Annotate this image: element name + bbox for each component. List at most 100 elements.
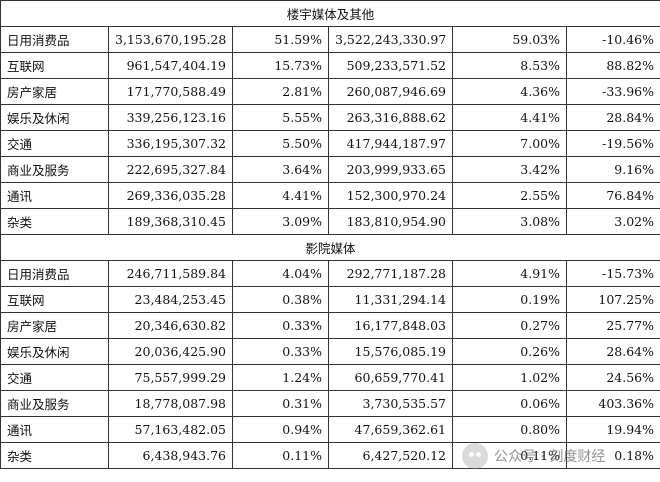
change-cell: 3.02% bbox=[565, 208, 660, 235]
amount-prior-cell: 15,576,085.19 bbox=[328, 338, 453, 365]
category-cell: 通讯 bbox=[0, 182, 109, 209]
share-current-cell: 0.11% bbox=[232, 442, 329, 469]
category-cell: 日用消费品 bbox=[0, 260, 109, 287]
share-current-cell: 4.04% bbox=[232, 260, 329, 287]
share-prior-cell: 3.42% bbox=[452, 156, 567, 183]
amount-prior-cell: 203,999,933.65 bbox=[328, 156, 453, 183]
table-row: 杂类 189,368,310.45 3.09% 183,810,954.90 3.08%… bbox=[0, 208, 660, 235]
share-prior-cell: 0.19% bbox=[452, 286, 567, 313]
section-title: 影院媒体 bbox=[0, 234, 660, 261]
amount-prior-cell: 509,233,571.52 bbox=[328, 52, 453, 79]
table-row: 交通 336,195,307.32 5.50% 417,944,187.97 7.00%… bbox=[0, 130, 660, 157]
amount-current-cell: 246,711,589.84 bbox=[108, 260, 233, 287]
change-cell: 107.25% bbox=[565, 286, 660, 313]
share-current-cell: 5.50% bbox=[232, 130, 329, 157]
section-header-row: 影院媒体 bbox=[0, 234, 660, 261]
category-cell: 商业及服务 bbox=[0, 390, 109, 417]
category-cell: 交通 bbox=[0, 130, 109, 157]
share-prior-cell: 0.80% bbox=[452, 416, 567, 443]
share-current-cell: 5.55% bbox=[232, 104, 329, 131]
table-row: 日用消费品 246,711,589.84 4.04% 292,771,187.28 4.… bbox=[0, 260, 660, 287]
change-cell: 88.82% bbox=[565, 52, 660, 79]
share-prior-cell: 8.53% bbox=[452, 52, 567, 79]
category-cell: 娱乐及休闲 bbox=[0, 338, 109, 365]
change-cell: 403.36% bbox=[565, 390, 660, 417]
share-prior-cell: 0.06% bbox=[452, 390, 567, 417]
change-cell: 28.64% bbox=[565, 338, 660, 365]
share-current-cell: 2.81% bbox=[232, 78, 329, 105]
table-row: 通讯 269,336,035.28 4.41% 152,300,970.24 2.55%… bbox=[0, 182, 660, 209]
share-current-cell: 0.38% bbox=[232, 286, 329, 313]
change-cell: 19.94% bbox=[565, 416, 660, 443]
table-row: 通讯 57,163,482.05 0.94% 47,659,362.61 0.80% 19… bbox=[0, 416, 660, 443]
amount-prior-cell: 47,659,362.61 bbox=[328, 416, 453, 443]
share-current-cell: 15.73% bbox=[232, 52, 329, 79]
section-header-row: 楼宇媒体及其他 bbox=[0, 0, 660, 27]
amount-prior-cell: 292,771,187.28 bbox=[328, 260, 453, 287]
change-cell: 0.18% bbox=[565, 442, 660, 469]
category-cell: 日用消费品 bbox=[0, 26, 109, 53]
change-cell: -15.73% bbox=[565, 260, 660, 287]
share-prior-cell: 3.08% bbox=[452, 208, 567, 235]
share-prior-cell: 1.02% bbox=[452, 364, 567, 391]
amount-prior-cell: 417,944,187.97 bbox=[328, 130, 453, 157]
amount-prior-cell: 263,316,888.62 bbox=[328, 104, 453, 131]
share-current-cell: 4.41% bbox=[232, 182, 329, 209]
change-cell: 9.16% bbox=[565, 156, 660, 183]
category-cell: 商业及服务 bbox=[0, 156, 109, 183]
amount-current-cell: 3,153,670,195.28 bbox=[108, 26, 233, 53]
category-cell: 杂类 bbox=[0, 208, 109, 235]
category-cell: 互联网 bbox=[0, 52, 109, 79]
amount-prior-cell: 152,300,970.24 bbox=[328, 182, 453, 209]
change-cell: 24.56% bbox=[565, 364, 660, 391]
table-row: 娱乐及休闲 339,256,123.16 5.55% 263,316,888.62 4.… bbox=[0, 104, 660, 131]
amount-current-cell: 269,336,035.28 bbox=[108, 182, 233, 209]
change-cell: 28.84% bbox=[565, 104, 660, 131]
amount-current-cell: 222,695,327.84 bbox=[108, 156, 233, 183]
share-current-cell: 0.31% bbox=[232, 390, 329, 417]
amount-current-cell: 20,346,630.82 bbox=[108, 312, 233, 339]
category-cell: 娱乐及休闲 bbox=[0, 104, 109, 131]
category-cell: 交通 bbox=[0, 364, 109, 391]
table-row: 商业及服务 222,695,327.84 3.64% 203,999,933.65 3.… bbox=[0, 156, 660, 183]
amount-current-cell: 57,163,482.05 bbox=[108, 416, 233, 443]
category-cell: 杂类 bbox=[0, 442, 109, 469]
amount-prior-cell: 183,810,954.90 bbox=[328, 208, 453, 235]
amount-current-cell: 171,770,588.49 bbox=[108, 78, 233, 105]
amount-prior-cell: 260,087,946.69 bbox=[328, 78, 453, 105]
share-current-cell: 51.59% bbox=[232, 26, 329, 53]
amount-prior-cell: 3,730,535.57 bbox=[328, 390, 453, 417]
amount-current-cell: 961,547,404.19 bbox=[108, 52, 233, 79]
amount-current-cell: 6,438,943.76 bbox=[108, 442, 233, 469]
amount-prior-cell: 60,659,770.41 bbox=[328, 364, 453, 391]
amount-current-cell: 20,036,425.90 bbox=[108, 338, 233, 365]
amount-prior-cell: 16,177,848.03 bbox=[328, 312, 453, 339]
table-row: 互联网 23,484,253.45 0.38% 11,331,294.14 0.19% 1… bbox=[0, 286, 660, 313]
category-cell: 互联网 bbox=[0, 286, 109, 313]
table-row: 商业及服务 18,778,087.98 0.31% 3,730,535.57 0.06%… bbox=[0, 390, 660, 417]
change-cell: 25.77% bbox=[565, 312, 660, 339]
amount-current-cell: 75,557,999.29 bbox=[108, 364, 233, 391]
share-prior-cell: 4.36% bbox=[452, 78, 567, 105]
share-prior-cell: 4.91% bbox=[452, 260, 567, 287]
change-cell: 76.84% bbox=[565, 182, 660, 209]
amount-current-cell: 339,256,123.16 bbox=[108, 104, 233, 131]
share-current-cell: 0.33% bbox=[232, 312, 329, 339]
category-cell: 房产家居 bbox=[0, 78, 109, 105]
table-row: 房产家居 20,346,630.82 0.33% 16,177,848.03 0.27%… bbox=[0, 312, 660, 339]
share-current-cell: 0.94% bbox=[232, 416, 329, 443]
share-prior-cell: 0.11% bbox=[452, 442, 567, 469]
amount-prior-cell: 3,522,243,330.97 bbox=[328, 26, 453, 53]
share-current-cell: 0.33% bbox=[232, 338, 329, 365]
table-row: 杂类 6,438,943.76 0.11% 6,427,520.12 0.11% 0.18… bbox=[0, 442, 660, 469]
share-prior-cell: 7.00% bbox=[452, 130, 567, 157]
amount-prior-cell: 11,331,294.14 bbox=[328, 286, 453, 313]
amount-current-cell: 336,195,307.32 bbox=[108, 130, 233, 157]
amount-current-cell: 18,778,087.98 bbox=[108, 390, 233, 417]
amount-current-cell: 189,368,310.45 bbox=[108, 208, 233, 235]
share-current-cell: 1.24% bbox=[232, 364, 329, 391]
change-cell: -10.46% bbox=[565, 26, 660, 53]
share-current-cell: 3.64% bbox=[232, 156, 329, 183]
amount-current-cell: 23,484,253.45 bbox=[108, 286, 233, 313]
financial-table: 楼宇媒体及其他 日用消费品 3,153,670,195.28 51.59% 3,522,… bbox=[0, 0, 660, 469]
